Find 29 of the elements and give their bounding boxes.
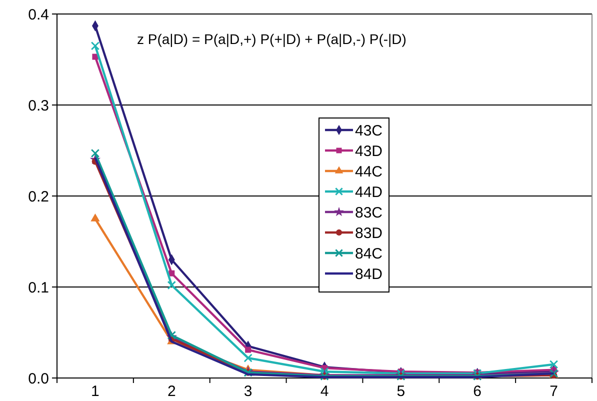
point	[244, 354, 252, 362]
legend-label: 84D	[355, 266, 383, 283]
y-tick-label: 0.4	[28, 6, 49, 24]
x-tick-label: 1	[91, 383, 100, 400]
legend-label: 83D	[355, 224, 383, 242]
point	[90, 41, 100, 50]
x-tick-label: 6	[473, 383, 482, 400]
x-tick-label: 3	[244, 383, 252, 400]
legend-label: 83C	[355, 204, 383, 222]
point	[167, 280, 176, 290]
x-tick-label: 7	[550, 383, 558, 400]
legend-label: 43C	[355, 122, 383, 140]
y-tick-label: 0.1	[28, 279, 49, 296]
y-tick-label: 0.2	[28, 188, 49, 206]
point	[549, 360, 558, 369]
legend-label: 84C	[355, 245, 383, 262]
legend-label: 44D	[355, 184, 383, 201]
point	[90, 213, 100, 222]
legend-label: 43D	[355, 142, 383, 160]
y-tick-label: 0.0	[28, 370, 49, 388]
point	[245, 346, 252, 353]
legend-label: 44C	[355, 163, 383, 180]
x-tick-label: 5	[396, 383, 406, 400]
point	[92, 54, 98, 60]
x-tick-label: 2	[167, 383, 176, 400]
annotation: z P(a|D) = P(a|D,+) P(+|D) + P(a|D,-) P(-|D)	[137, 31, 406, 47]
y-tick-label: 0.3	[28, 97, 49, 114]
point	[90, 148, 100, 158]
x-tick-label: 4	[320, 383, 329, 400]
